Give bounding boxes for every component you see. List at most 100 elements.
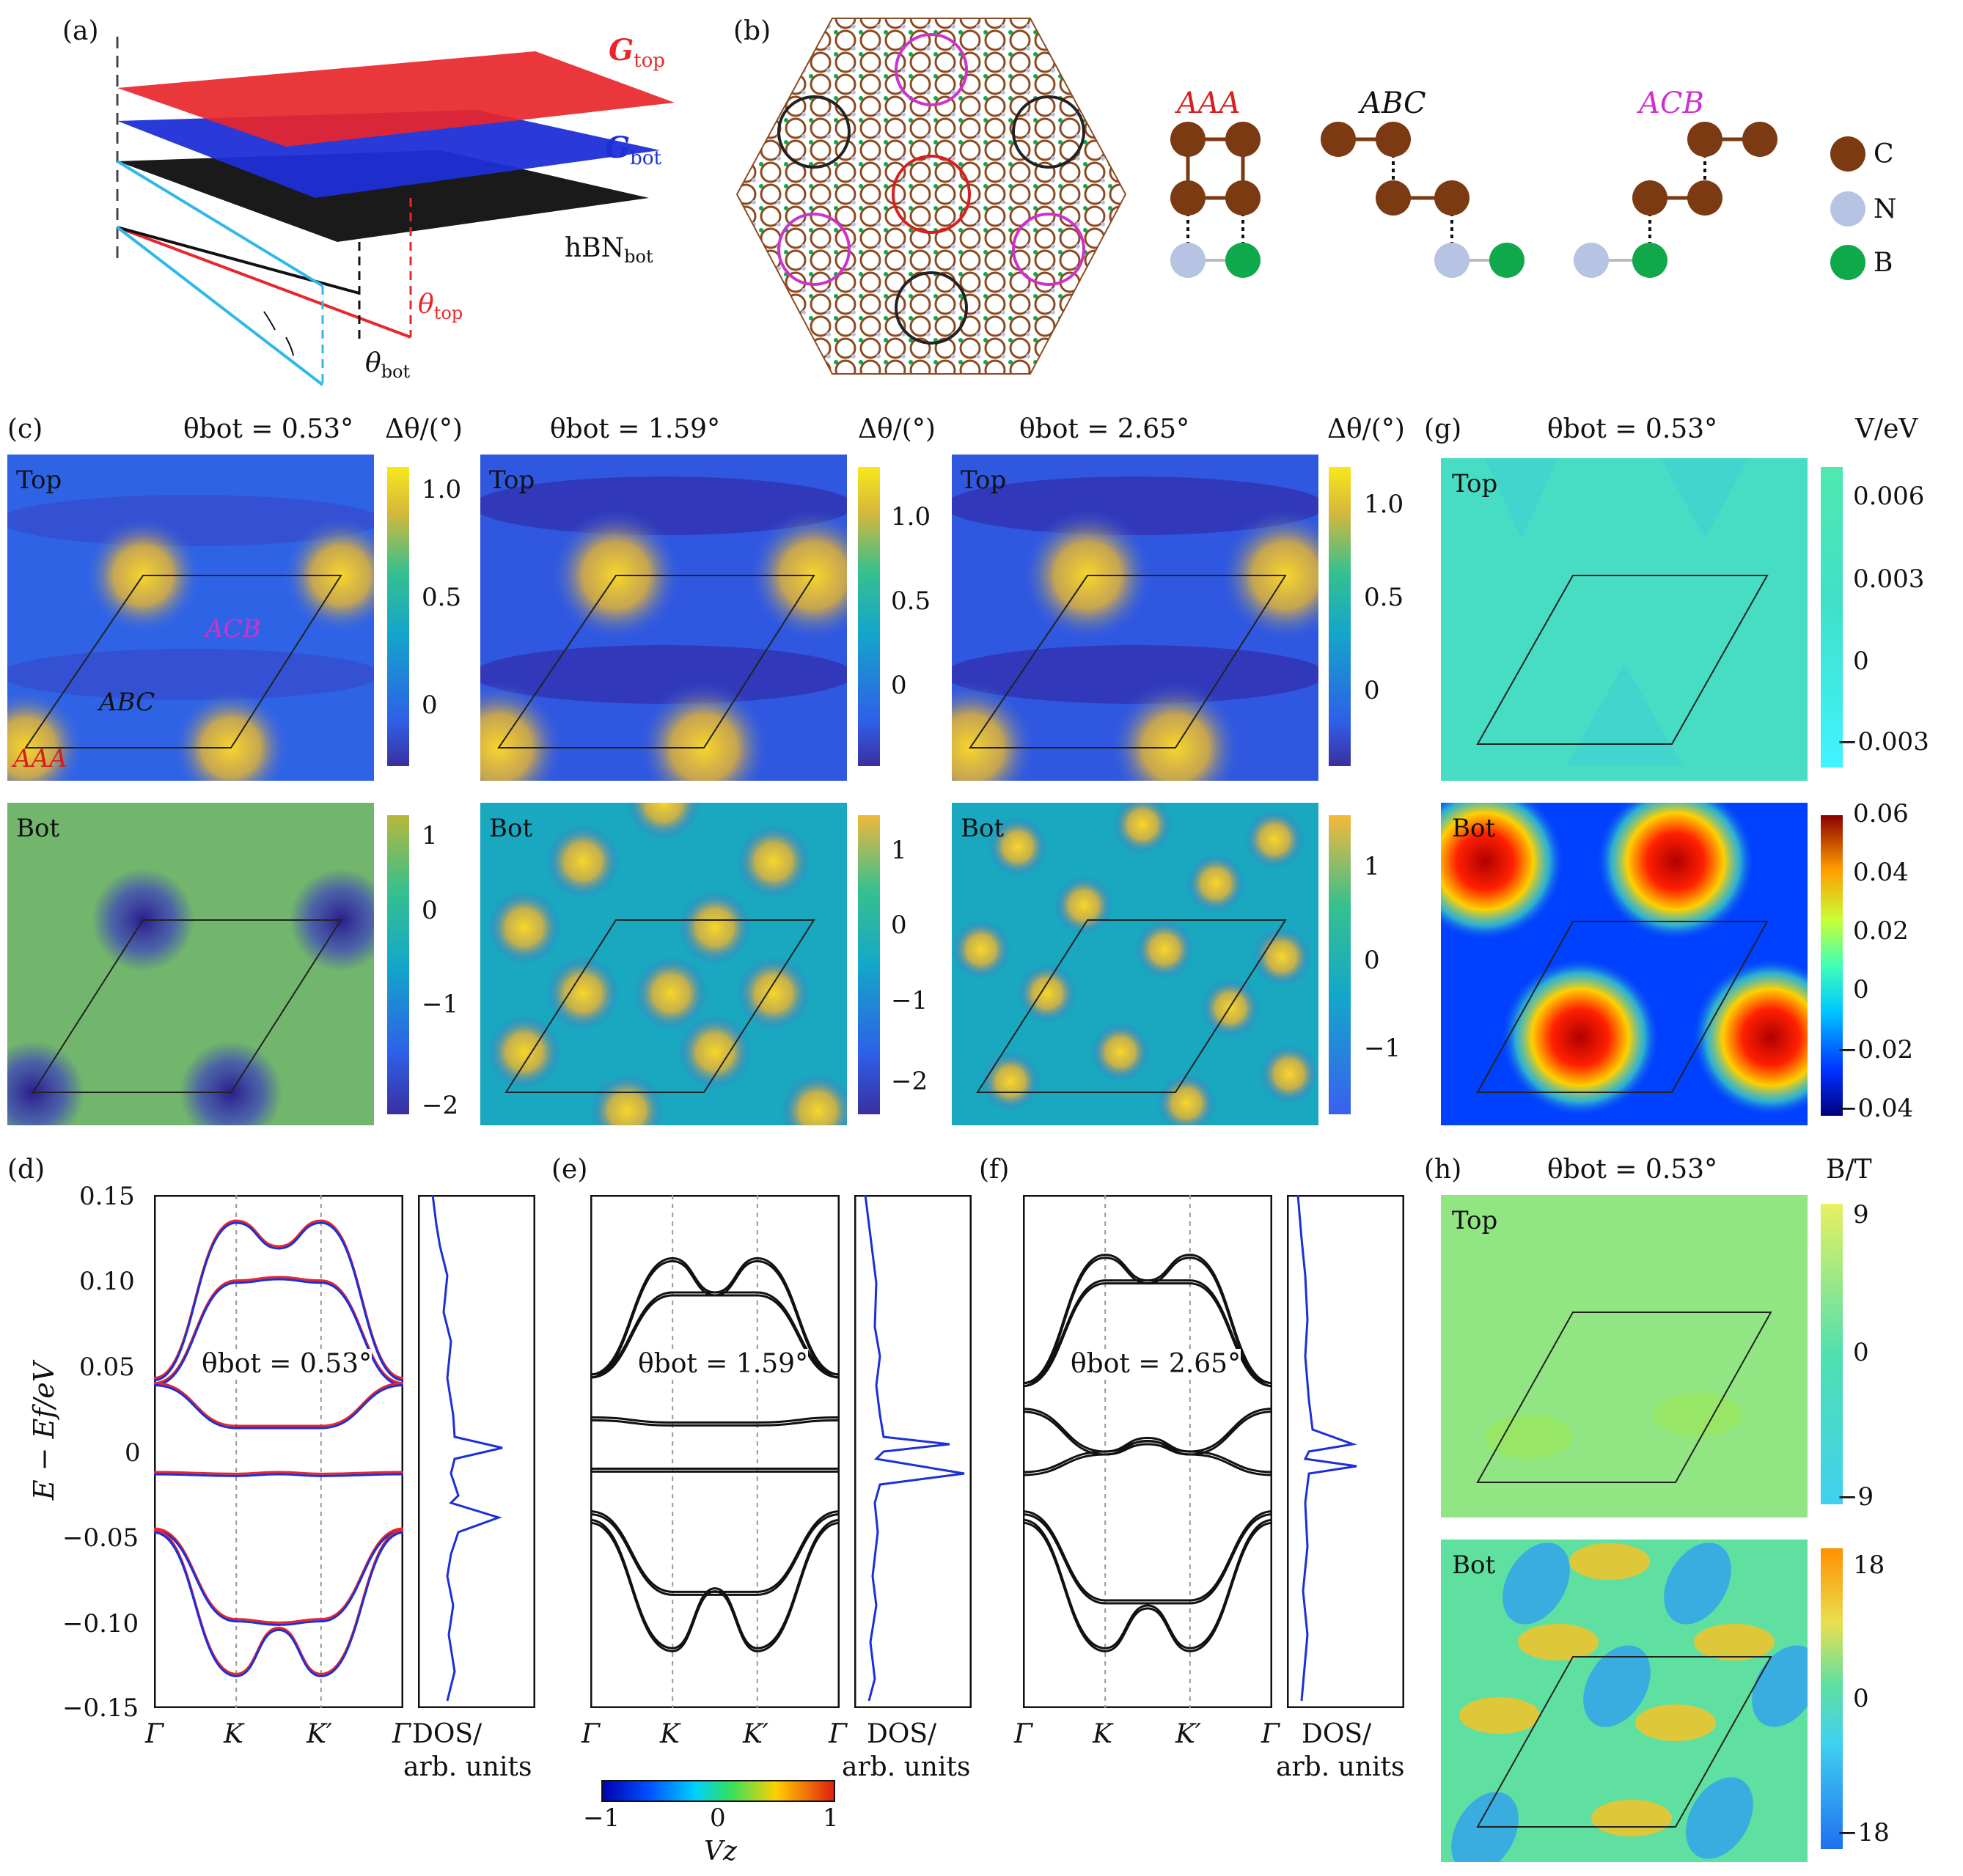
cb-tick: −0.003 xyxy=(1837,727,1929,757)
band-line xyxy=(1023,1282,1272,1388)
g-top-row-label: Top xyxy=(1452,469,1498,499)
band-plot-d xyxy=(154,1195,403,1708)
cb-tick: −18 xyxy=(1837,1818,1890,1847)
band-line xyxy=(154,1527,403,1624)
g-top-map xyxy=(1441,458,1808,781)
vz-tick: 1 xyxy=(823,1803,839,1833)
cb-tick: −1 xyxy=(1364,1034,1401,1063)
cb-tick: 0 xyxy=(422,691,438,720)
band-line xyxy=(154,1278,403,1387)
cb-tick: 0.003 xyxy=(1853,564,1925,594)
h-bot-map xyxy=(1441,1540,1808,1862)
band-line xyxy=(154,1531,403,1677)
c-bot-map-3 xyxy=(952,803,1318,1125)
band-line xyxy=(1023,1510,1272,1602)
vz-tick: 0 xyxy=(710,1803,726,1833)
c-bot-colorbar-3 xyxy=(1329,815,1351,1114)
vz-colorbar xyxy=(601,1780,835,1802)
h-bot-colorbar xyxy=(1821,1548,1843,1849)
c-bot-row-label-3: Bot xyxy=(961,814,1005,843)
cb-tick: −9 xyxy=(1837,1482,1874,1512)
legend-n: N xyxy=(1874,194,1897,224)
g-bot-colorbar xyxy=(1821,815,1843,1116)
band-line xyxy=(154,1382,403,1427)
cb-tick: −2 xyxy=(422,1091,459,1120)
h-bot-row-label: Bot xyxy=(1452,1551,1496,1580)
cb-tick: −1 xyxy=(422,990,459,1019)
cb-tick: −1 xyxy=(891,986,928,1015)
g-top-label: Gtop xyxy=(609,33,665,72)
band-line xyxy=(590,1291,840,1376)
band-line xyxy=(1023,1410,1272,1456)
band-line xyxy=(154,1221,403,1382)
kpt: Γ xyxy=(392,1719,411,1749)
band-line xyxy=(590,1510,840,1593)
band-plot-e xyxy=(590,1195,840,1708)
kpt: K xyxy=(1093,1719,1112,1749)
band-line xyxy=(154,1529,403,1626)
c-bot-row-label-1: Bot xyxy=(16,814,60,843)
c-top-colorbar-1 xyxy=(387,467,409,766)
cb-tick: 0 xyxy=(1853,1684,1869,1713)
band-line xyxy=(1023,1279,1272,1385)
theta-bot-label: θbot xyxy=(365,348,411,383)
c-cb-title-1: Δθ/(°) xyxy=(385,414,463,444)
cb-tick: 1 xyxy=(422,821,438,850)
cb-tick: 1 xyxy=(891,836,907,865)
cb-tick: 0 xyxy=(1853,975,1869,1004)
dos-units: arb. units xyxy=(403,1752,532,1782)
cb-tick: 0 xyxy=(422,896,438,925)
ytick: 0.05 xyxy=(79,1353,135,1382)
g-cb-title: V/eV xyxy=(1855,414,1918,444)
cb-tick: 1.0 xyxy=(1364,490,1404,519)
kpt: Γ xyxy=(581,1719,600,1749)
d-angle: θbot = 0.53° xyxy=(202,1349,373,1379)
g-top-colorbar xyxy=(1821,467,1843,768)
g-angle: θbot = 0.53° xyxy=(1547,414,1718,444)
c-cb-title-2: Δθ/(°) xyxy=(858,414,936,444)
cb-tick: 0.5 xyxy=(1364,583,1404,612)
band-line xyxy=(590,1518,840,1649)
band-ylabel: E − Ef/eV xyxy=(28,1361,60,1501)
dos-label: DOS/ xyxy=(412,1719,483,1749)
acb-tag: ACB xyxy=(205,614,261,644)
vz-tick: −1 xyxy=(583,1803,620,1833)
abc-tag: ABC xyxy=(99,688,155,717)
cb-tick: 0.5 xyxy=(422,583,462,612)
ytick: −0.15 xyxy=(62,1693,139,1723)
cb-tick: 0.006 xyxy=(1853,482,1925,511)
band-line xyxy=(590,1419,840,1427)
c-top-row-label-3: Top xyxy=(961,466,1007,495)
band-line xyxy=(1023,1518,1272,1649)
kpt: K′ xyxy=(1175,1719,1202,1749)
band-line xyxy=(590,1521,840,1652)
kpt: Γ xyxy=(1014,1719,1032,1749)
c-col2-angle: θbot = 1.59° xyxy=(550,414,721,444)
cb-tick: −2 xyxy=(891,1067,928,1096)
kpt: K xyxy=(224,1719,243,1749)
band-plot-f xyxy=(1023,1195,1272,1708)
band-line xyxy=(590,1513,840,1596)
band-frame xyxy=(590,1195,840,1708)
cb-tick: 1 xyxy=(1364,852,1380,881)
kpt: Γ xyxy=(1261,1719,1280,1749)
cb-tick: 0 xyxy=(891,671,907,700)
kpt: K′ xyxy=(743,1719,769,1749)
band-line xyxy=(1023,1513,1272,1605)
c-bot-map-2 xyxy=(480,803,847,1125)
dos-label: DOS/ xyxy=(1302,1719,1372,1749)
theta-top-label: θtop xyxy=(418,290,463,324)
ytick: −0.10 xyxy=(62,1609,139,1638)
cb-tick: 0.02 xyxy=(1853,916,1909,946)
cb-tick: 0.06 xyxy=(1853,799,1909,828)
cb-tick: 18 xyxy=(1853,1551,1885,1580)
h-cb-title: B/T xyxy=(1826,1155,1872,1185)
c-top-map-2 xyxy=(480,455,847,781)
c-top-row-label-1: Top xyxy=(16,466,62,495)
stacking-abc-label: ABC xyxy=(1360,87,1426,120)
f-angle: θbot = 2.65° xyxy=(1071,1349,1241,1379)
g-bot-row-label: Bot xyxy=(1452,814,1496,843)
cb-tick: 0 xyxy=(1364,946,1380,975)
cb-tick: 0 xyxy=(1853,1338,1869,1367)
h-angle: θbot = 0.53° xyxy=(1547,1155,1718,1185)
